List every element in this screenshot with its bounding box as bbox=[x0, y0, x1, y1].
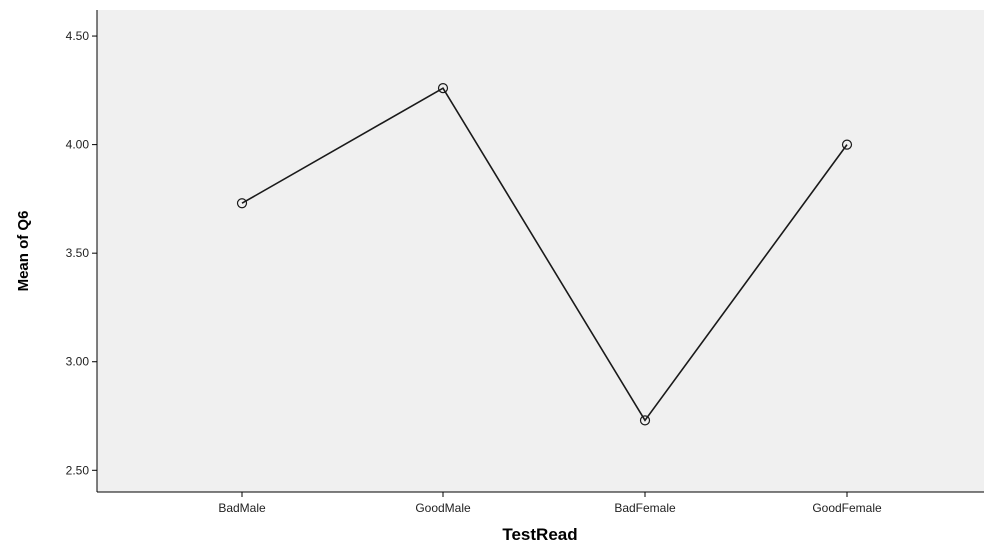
x-tick-label: BadMale bbox=[218, 501, 266, 515]
data-point-marker bbox=[236, 198, 248, 209]
y-tick-label: 4.00 bbox=[66, 138, 90, 152]
x-ticks: BadMale GoodMale BadFemale GoodFemale bbox=[218, 492, 882, 515]
x-tick-label: GoodFemale bbox=[812, 501, 882, 515]
plot-area bbox=[97, 10, 984, 492]
data-point-marker bbox=[639, 415, 651, 426]
data-point-marker bbox=[437, 83, 449, 94]
x-tick-label: BadFemale bbox=[614, 501, 676, 515]
y-ticks: 2.50 3.00 3.50 4.00 4.50 bbox=[66, 29, 97, 477]
x-tick-label: GoodMale bbox=[415, 501, 471, 515]
series-line bbox=[241, 87, 848, 422]
series-line-group bbox=[236, 83, 853, 426]
y-axis-title: Mean of Q6 bbox=[15, 211, 32, 292]
y-tick-label: 3.00 bbox=[66, 355, 90, 369]
data-point-marker bbox=[841, 139, 853, 150]
y-tick-label: 4.50 bbox=[66, 29, 90, 43]
y-tick-label: 3.50 bbox=[66, 246, 90, 260]
y-tick-label: 2.50 bbox=[66, 463, 90, 477]
x-axis-title: TestRead bbox=[502, 525, 577, 544]
